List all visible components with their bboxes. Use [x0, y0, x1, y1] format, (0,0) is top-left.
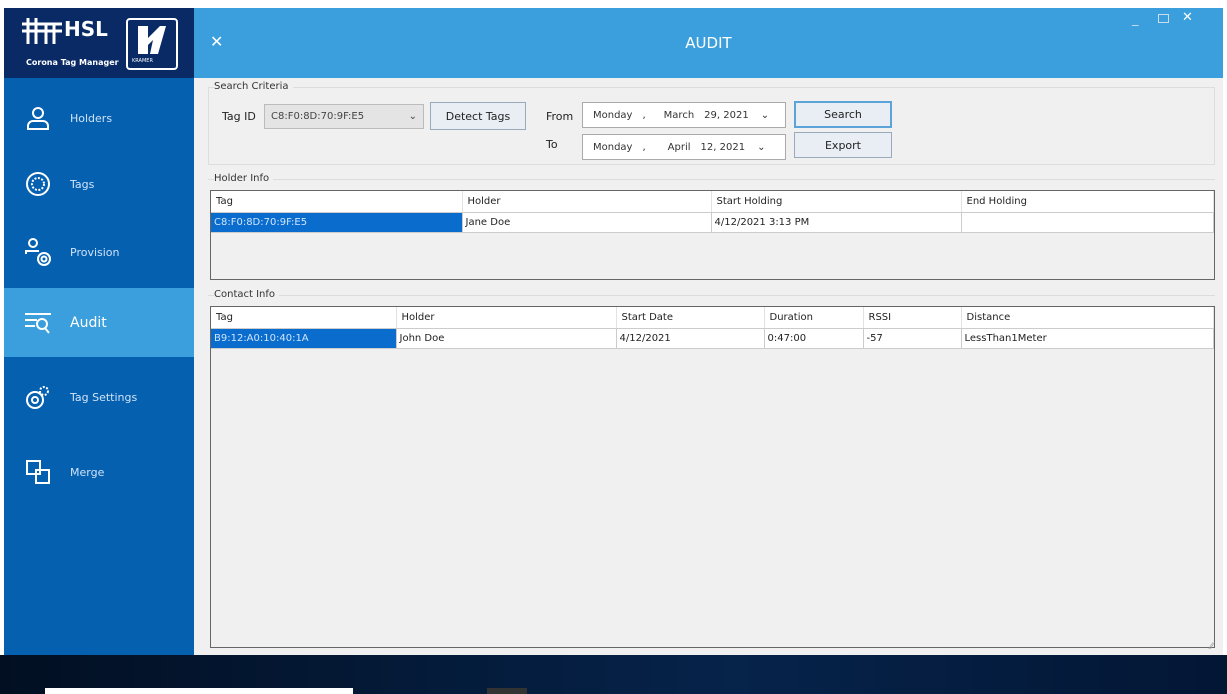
from-label: From [546, 110, 574, 123]
to-label: To [546, 138, 558, 151]
column-header[interactable]: Duration [764, 307, 864, 329]
merge-icon [22, 460, 54, 484]
title-bar: ✕ AUDIT _ ✕ [194, 8, 1223, 78]
to-date-picker[interactable]: Monday, April 12, 2021 ⌄ [582, 134, 786, 160]
column-header[interactable]: Tag [211, 307, 397, 329]
contact-info-divider [208, 295, 1215, 296]
holder-info-divider [208, 179, 1215, 180]
holder-info-label: Holder Info [214, 173, 274, 184]
sidebar-item-tags[interactable]: Tags [4, 150, 194, 218]
chevron-down-icon: ⌄ [408, 111, 417, 122]
contact-info-label: Contact Info [214, 289, 280, 300]
resize-grip-icon[interactable]: ⁄⁄ [1210, 642, 1214, 652]
close-icon[interactable]: ✕ [210, 32, 224, 51]
sidebar-item-audit[interactable]: Audit [4, 288, 194, 357]
sidebar-item-holders[interactable]: Holders [4, 84, 194, 152]
hsl-logo-icon [22, 18, 62, 44]
maximize-button[interactable] [1158, 14, 1169, 23]
person-icon [22, 106, 54, 130]
column-header[interactable]: Holder [396, 307, 617, 329]
settings-gear-icon [22, 384, 54, 410]
column-header[interactable]: RSSI [863, 307, 962, 329]
tag-gear-icon [22, 171, 54, 197]
taskbar-button[interactable] [487, 688, 527, 694]
export-button[interactable]: Export [794, 132, 892, 158]
sidebar-item-tag-settings[interactable]: Tag Settings [4, 363, 194, 431]
sidebar-item-merge[interactable]: Merge [4, 438, 194, 506]
chevron-down-icon: ⌄ [757, 141, 766, 153]
column-header[interactable]: Holder [462, 191, 712, 213]
kramer-logo: KRAMER [126, 18, 178, 70]
contact-info-table: Tag Holder Start Date Duration RSSI Distance … [210, 306, 1215, 648]
sidebar: Holders Tags Provision Audit Tag Setting… [4, 78, 194, 655]
logo-subtitle: Corona Tag Manager [26, 58, 119, 67]
table-row[interactable]: C8:F0:8D:70:9F:E5 Jane Doe 4/12/2021 3:13 … [211, 212, 1214, 233]
tag-id-label: Tag ID [222, 110, 256, 123]
column-header[interactable]: Start Date [616, 307, 765, 329]
sidebar-item-provision[interactable]: Provision [4, 218, 194, 286]
search-button[interactable]: Search [794, 101, 892, 128]
holder-info-table: Tag Holder Start Holding End Holding C8:F0:… [210, 190, 1215, 280]
audit-search-icon [22, 312, 54, 334]
window-close-button[interactable]: ✕ [1182, 10, 1193, 25]
page-title: AUDIT [685, 34, 732, 52]
chevron-down-icon: ⌄ [760, 109, 770, 121]
logo-text: HSL [64, 17, 108, 41]
column-header[interactable]: Tag [211, 191, 463, 213]
desktop-taskbar [0, 655, 1227, 694]
search-criteria-group [208, 87, 1215, 165]
tag-id-combobox[interactable]: C8:F0:8D:70:9F:E5 ⌄ [264, 104, 424, 129]
from-date-picker[interactable]: Monday, March 29, 2021 ⌄ [582, 102, 786, 128]
column-header[interactable]: Distance [961, 307, 1214, 329]
table-row[interactable]: B9:12:A0:10:40:1A John Doe 4/12/2021 0:47:0… [211, 328, 1214, 349]
minimize-button[interactable]: _ [1132, 12, 1139, 27]
detect-tags-button[interactable]: Detect Tags [430, 102, 526, 130]
column-header[interactable]: End Holding [961, 191, 1214, 213]
search-criteria-label: Search Criteria [214, 81, 293, 92]
column-header[interactable]: Start Holding [711, 191, 962, 213]
audit-panel: Search Criteria Tag ID C8:F0:8D:70:9F:E5… [194, 78, 1223, 655]
provision-icon [22, 237, 54, 267]
app-logo: HSL Corona Tag Manager KRAMER [4, 8, 194, 78]
taskbar-search-box[interactable] [45, 688, 353, 694]
